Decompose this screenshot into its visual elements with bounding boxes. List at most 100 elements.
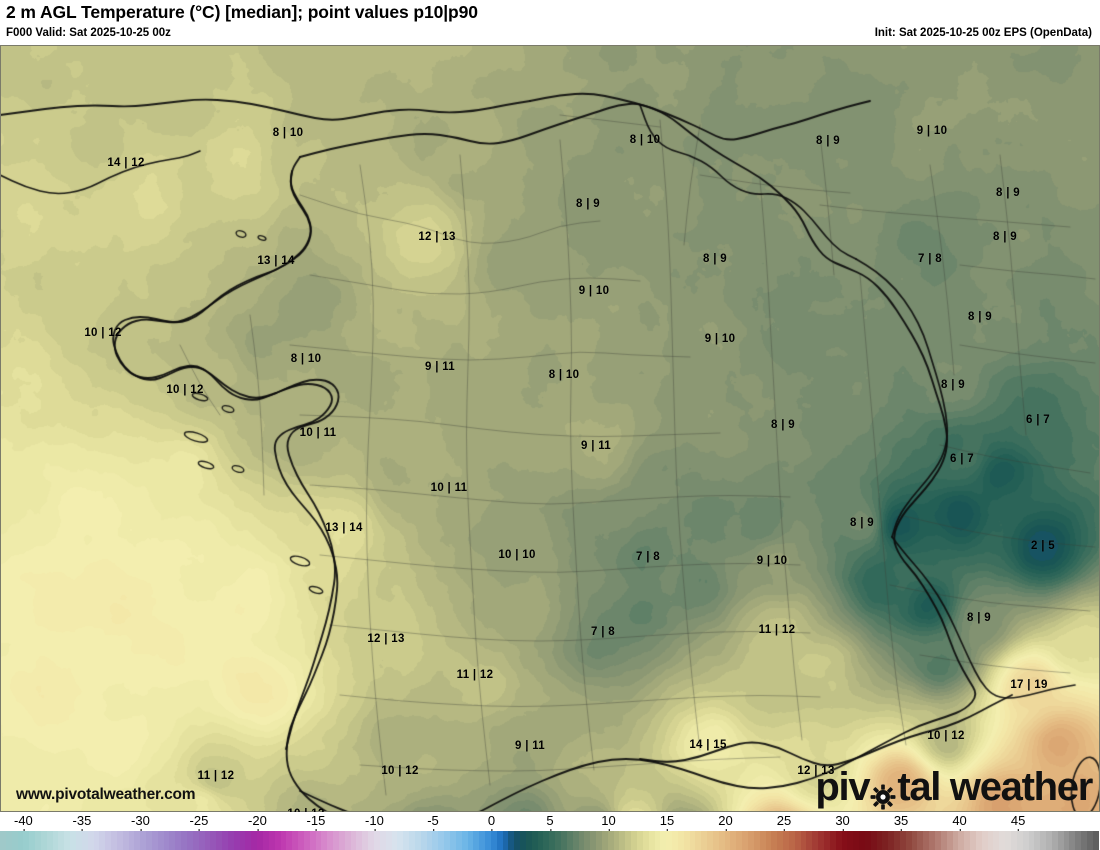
- colorbar-cell: [192, 831, 199, 850]
- colorbar-tick--15: -15: [307, 813, 325, 832]
- colorbar-cell: [859, 831, 865, 850]
- colorbar-cell: [239, 831, 246, 850]
- point-value-label: 10 | 12: [381, 765, 419, 777]
- colorbar-cell: [648, 831, 655, 850]
- colorbar-tick--20: -20: [248, 813, 267, 832]
- point-value-label: 10 | 12: [927, 730, 965, 742]
- colorbar-cell: [438, 831, 445, 850]
- colorbar-cell: [444, 831, 450, 850]
- colorbar-cell: [52, 831, 59, 850]
- point-value-label: 2 | 5: [1031, 540, 1055, 552]
- colorbar-cell: [853, 831, 860, 850]
- point-value-label: 12 | 13: [418, 231, 456, 243]
- point-value-label: 10 | 12: [84, 327, 122, 339]
- gear-icon: [870, 775, 896, 809]
- point-value-label: 10 | 11: [299, 427, 337, 439]
- colorbar-cell: [742, 831, 748, 850]
- colorbar-cell: [46, 831, 53, 850]
- colorbar: -40 -35 -30 -25 -20 -15 -10 -5 0 5 10 15 20 25 30 35 40 4…: [0, 812, 1100, 850]
- colorbar-cell: [794, 831, 801, 850]
- point-value-label: 12 | 13: [367, 633, 405, 645]
- colorbar-cell: [175, 831, 182, 850]
- colorbar-cell: [210, 831, 217, 850]
- point-value-label: 9 | 10: [756, 555, 788, 567]
- point-value-label: 9 | 11: [515, 740, 545, 752]
- point-value-label: 14 | 12: [107, 157, 145, 169]
- map-container[interactable]: 8 | 10 8 | 10 8 | 9 9 | 10 14 | 12 8 | 9 8 | 9…: [0, 45, 1100, 812]
- colorbar-cell: [753, 831, 760, 850]
- point-value-label: 13 | 14: [257, 255, 295, 267]
- colorbar-cell: [426, 831, 433, 850]
- colorbar-cell: [911, 831, 918, 850]
- point-value-label: 10 | 12: [287, 808, 324, 812]
- colorbar-cell: [771, 831, 778, 850]
- colorbar-cell: [520, 831, 526, 850]
- colorbar-cell: [262, 831, 269, 850]
- colorbar-cell: [759, 831, 766, 850]
- colorbar-tick--10: -10: [365, 813, 384, 832]
- colorbar-tick--35: -35: [73, 813, 91, 832]
- site-url-watermark: www.pivotalweather.com: [16, 786, 196, 803]
- init-time-label: Init: Sat 2025-10-25 00z EPS (OpenData): [874, 27, 1092, 39]
- colorbar-cell: [812, 831, 819, 850]
- colorbar-cell: [151, 831, 158, 850]
- colorbar-cell: [414, 831, 421, 850]
- point-value-label: 8 | 10: [290, 353, 322, 365]
- colorbar-cell: [572, 831, 579, 850]
- point-value-label: 8 | 10: [272, 127, 304, 139]
- colorbar-cell: [397, 831, 404, 850]
- colorbar-cell: [374, 831, 380, 850]
- colorbar-cell: [829, 831, 836, 850]
- colorbar-cell: [467, 831, 474, 850]
- point-value-label: 14 | 15: [689, 739, 727, 751]
- point-value-label: 8 | 9: [703, 253, 727, 265]
- colorbar-cell: [952, 831, 959, 850]
- point-value-label: 8 | 9: [993, 231, 1017, 243]
- colorbar-cell: [309, 831, 316, 850]
- colorbar-tick-20: 20: [718, 813, 733, 832]
- colorbar-cell: [461, 831, 468, 850]
- colorbar-cell: [1010, 831, 1017, 850]
- colorbar-cell: [385, 831, 392, 850]
- colorbar-cell: [1034, 831, 1041, 850]
- colorbar-cell: [333, 831, 339, 850]
- point-value-label: 9 | 10: [578, 285, 610, 297]
- colorbar-cell: [631, 831, 637, 850]
- colorbar-cell: [122, 831, 129, 850]
- colorbar-cell: [660, 831, 667, 850]
- colorbar-cell: [666, 831, 673, 850]
- pivotal-weather-logo: piv: [815, 765, 1093, 810]
- colorbar-cell: [800, 831, 807, 850]
- colorbar-cell: [251, 831, 258, 850]
- colorbar-cell: [677, 831, 684, 850]
- colorbar-cell: [327, 831, 334, 850]
- colorbar-cell: [403, 831, 410, 850]
- colorbar-cell: [1028, 831, 1035, 850]
- point-value-label: 7 | 8: [591, 626, 615, 638]
- point-value-label: 8 | 9: [771, 419, 795, 431]
- colorbar-cell: [1005, 831, 1011, 850]
- colorbar-tick-45: 45: [1011, 813, 1025, 832]
- colorbar-cell: [935, 831, 941, 850]
- colorbar-tick-35: 35: [894, 813, 908, 832]
- colorbar-cell: [736, 831, 743, 850]
- colorbar-cell: [958, 831, 965, 850]
- point-value-label: 17 | 19: [1010, 679, 1048, 691]
- point-value-label: 10 | 10: [498, 549, 536, 561]
- colorbar-cell: [338, 831, 345, 850]
- colorbar-cell: [590, 831, 597, 850]
- colorbar-cell: [718, 831, 725, 850]
- colorbar-tick-0: 0: [488, 813, 495, 832]
- colorbar-cell: [730, 831, 737, 850]
- colorbar-cell: [1046, 831, 1052, 850]
- colorbar-cell: [0, 831, 6, 850]
- colorbar-cell: [99, 831, 106, 850]
- colorbar-cell: [788, 831, 795, 850]
- point-value-label: 6 | 7: [1026, 414, 1050, 426]
- colorbar-cell: [227, 831, 234, 850]
- colorbar-cell: [613, 831, 620, 850]
- colorbar-cell: [350, 831, 357, 850]
- colorbar-cell: [111, 831, 117, 850]
- colorbar-cell: [146, 831, 152, 850]
- colorbar-tick-25: 25: [777, 813, 791, 832]
